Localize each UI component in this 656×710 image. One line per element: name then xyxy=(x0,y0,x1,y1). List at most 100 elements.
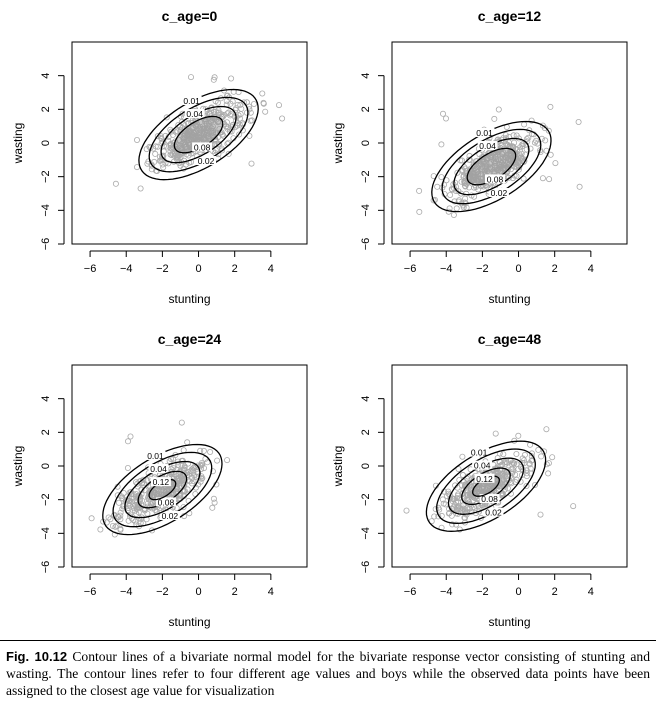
contour-label-bg xyxy=(196,156,217,166)
chart-title: c_age=0 xyxy=(162,8,218,24)
data-point xyxy=(445,510,452,517)
contour-label: 0.08 xyxy=(194,142,211,152)
y-axis-label: wasting xyxy=(11,123,25,165)
x-tick-label: −6 xyxy=(84,263,97,275)
data-point xyxy=(513,476,520,483)
data-point xyxy=(187,74,194,81)
y-tick-label: −6 xyxy=(360,238,372,251)
data-point xyxy=(224,110,231,117)
data-point xyxy=(538,453,545,460)
contour-label-bg xyxy=(159,511,180,521)
data-points xyxy=(403,426,577,533)
data-point xyxy=(224,124,231,131)
data-point xyxy=(174,152,181,159)
data-point xyxy=(138,487,145,494)
data-point xyxy=(262,108,269,115)
data-point xyxy=(200,447,207,454)
data-point xyxy=(88,515,95,522)
data-point xyxy=(513,450,520,457)
data-point xyxy=(225,150,232,157)
x-tick-label: −6 xyxy=(404,263,417,275)
contour-0.08 xyxy=(137,470,188,509)
data-point xyxy=(168,140,175,147)
data-point xyxy=(495,106,502,113)
data-point xyxy=(168,152,175,159)
data-point xyxy=(117,509,124,516)
data-point xyxy=(214,457,221,464)
x-tick-label: −4 xyxy=(440,263,453,275)
data-point xyxy=(200,465,207,472)
data-point xyxy=(455,465,462,472)
x-tick-label: −6 xyxy=(404,586,417,598)
contour-label: 0.12 xyxy=(153,477,170,487)
contour-0.01 xyxy=(102,443,223,536)
contour-0.02 xyxy=(436,448,536,525)
y-tick-label: −2 xyxy=(40,493,52,506)
data-point xyxy=(137,185,144,192)
data-point xyxy=(127,433,134,440)
data-point xyxy=(159,153,166,160)
data-point xyxy=(144,477,151,484)
data-point xyxy=(449,186,456,193)
data-point xyxy=(167,141,174,148)
data-point xyxy=(227,100,234,107)
contour-label: 0.04 xyxy=(186,109,203,119)
data-point xyxy=(152,150,159,157)
y-tick-label: 4 xyxy=(360,73,372,79)
data-point xyxy=(466,481,473,488)
caption-rule xyxy=(0,640,656,641)
data-point xyxy=(438,141,445,148)
data-point xyxy=(439,110,446,117)
data-point xyxy=(455,198,462,205)
x-tick-label: 2 xyxy=(232,263,238,275)
contour-label-bg xyxy=(145,450,166,460)
data-point xyxy=(228,128,235,135)
data-point xyxy=(460,202,467,209)
data-point xyxy=(570,503,577,510)
y-tick-label: 2 xyxy=(360,106,372,112)
data-point xyxy=(234,101,241,108)
contour-label-bg xyxy=(469,447,490,457)
data-point xyxy=(459,166,466,173)
y-tick-label: 2 xyxy=(40,429,52,435)
data-point xyxy=(532,481,539,488)
data-point xyxy=(114,513,121,520)
data-point xyxy=(549,454,556,461)
y-tick-label: 0 xyxy=(40,463,52,469)
data-point xyxy=(184,439,191,446)
contour-fill xyxy=(467,148,516,185)
contour-0.04 xyxy=(447,457,525,515)
caption-label: Fig. 10.12 xyxy=(6,649,68,664)
data-point xyxy=(214,99,221,106)
data-point xyxy=(460,478,467,485)
data-point xyxy=(211,499,218,506)
data-point xyxy=(168,128,175,135)
data-point xyxy=(513,163,520,170)
figure-caption: Fig. 10.12 Contour lines of a bivariate … xyxy=(6,648,650,699)
data-point xyxy=(114,492,121,499)
caption-text: Contour lines of a bivariate normal mode… xyxy=(6,649,651,698)
data-point xyxy=(499,461,506,468)
y-axis-label: wasting xyxy=(331,446,345,488)
data-point xyxy=(120,502,127,509)
contour-label: 0.04 xyxy=(479,141,496,151)
x-tick-label: 0 xyxy=(195,586,201,598)
data-point xyxy=(438,174,445,181)
data-point xyxy=(523,473,530,480)
contour-0.01 xyxy=(425,440,547,532)
data-point xyxy=(442,115,449,122)
contour-label-bg xyxy=(184,109,205,119)
data-point xyxy=(545,470,552,477)
data-point xyxy=(458,178,465,185)
data-point xyxy=(129,495,136,502)
contour-label-bg xyxy=(479,494,500,504)
contour-0.01 xyxy=(138,88,259,181)
data-point xyxy=(439,496,446,503)
data-point xyxy=(449,495,456,502)
data-point xyxy=(250,101,257,108)
data-point xyxy=(518,150,525,157)
y-tick-label: 2 xyxy=(360,429,372,435)
contour-label-bg xyxy=(488,188,509,198)
data-point xyxy=(218,111,225,118)
contour-lines: 0.01 0.02 0.04 0.08 0.12 xyxy=(425,440,547,532)
